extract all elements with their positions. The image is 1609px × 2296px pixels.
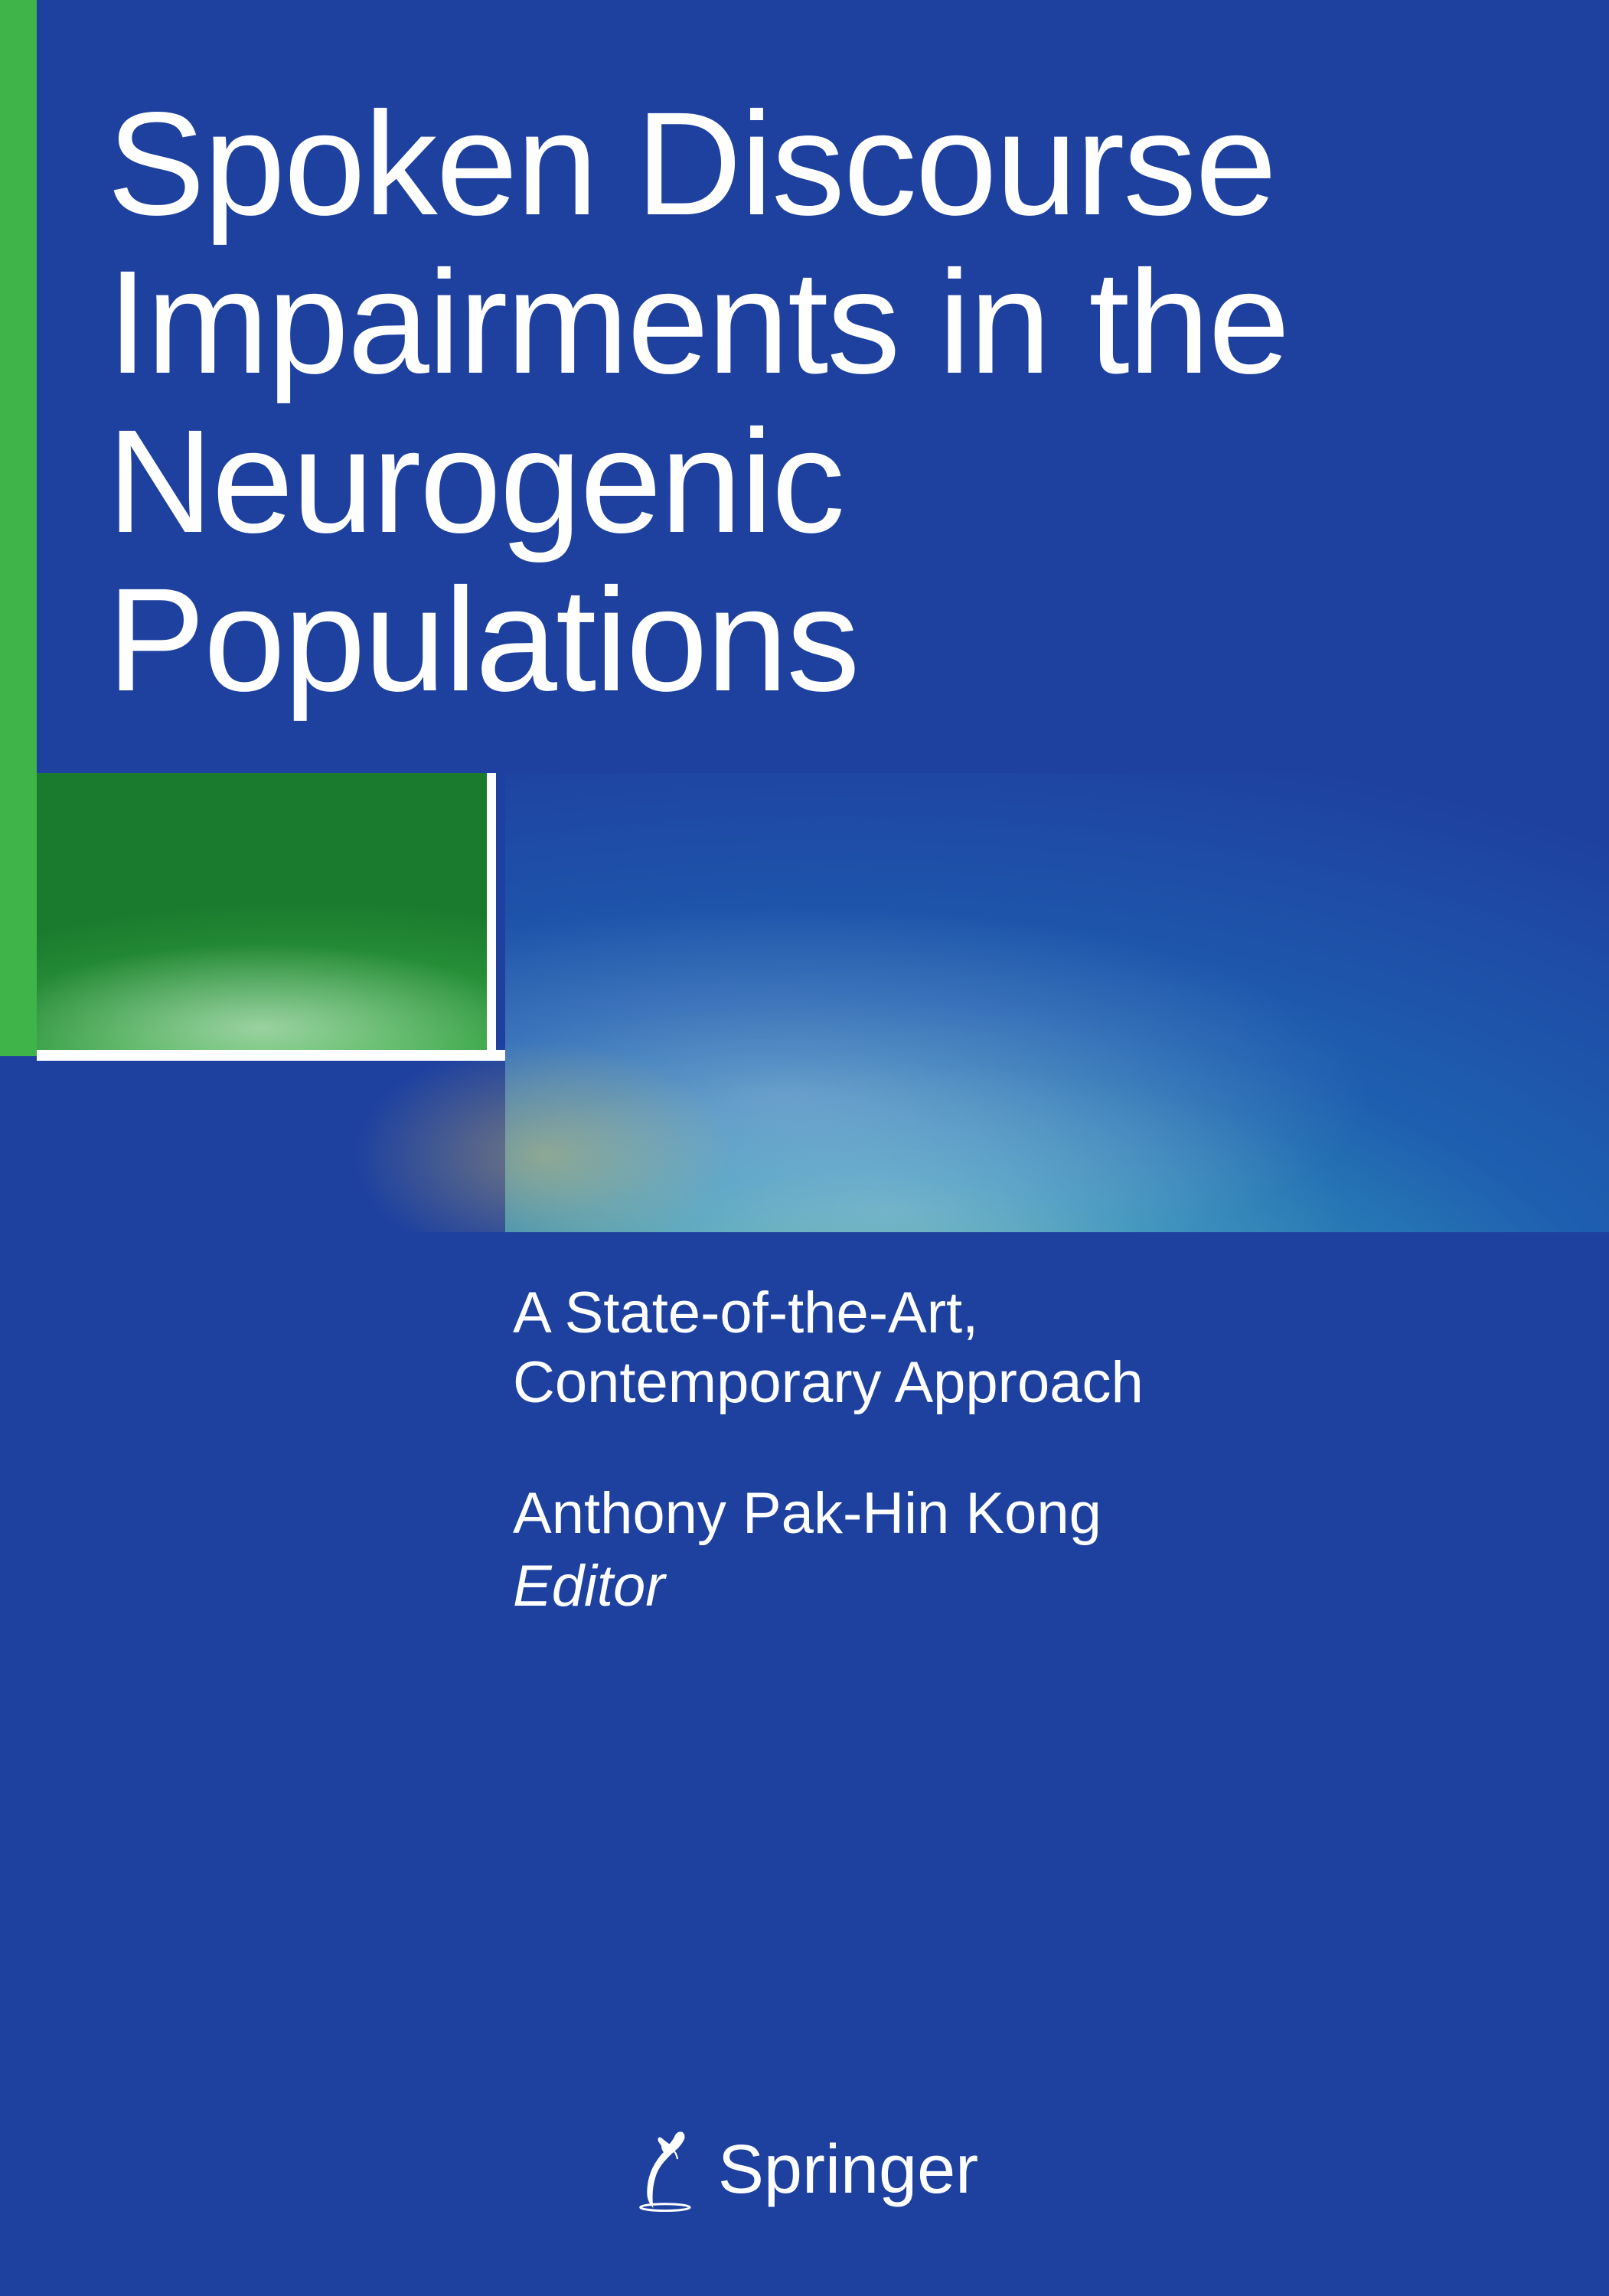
publisher-block: Springer [631,2128,978,2212]
author-name: Anthony Pak-Hin Kong [513,1477,1101,1550]
springer-horse-icon [631,2128,700,2212]
art-divider [37,1050,505,1061]
subtitle-line-2: Contemporary Approach [513,1348,1144,1417]
author-role: Editor [513,1550,1101,1623]
subtitle-line-1: A State-of-the-Art, [513,1278,1144,1348]
cover-art-band [37,773,1609,1232]
book-subtitle: A State-of-the-Art, Contemporary Approac… [513,1278,1144,1417]
publisher-name: Springer [718,2131,978,2210]
book-title: Spoken Discourse Impairments in the Neur… [107,84,1485,719]
art-panel-right [505,773,1609,1232]
author-block: Anthony Pak-Hin Kong Editor [513,1477,1101,1623]
art-panel-left [37,773,496,1056]
spine-accent [0,0,37,1056]
